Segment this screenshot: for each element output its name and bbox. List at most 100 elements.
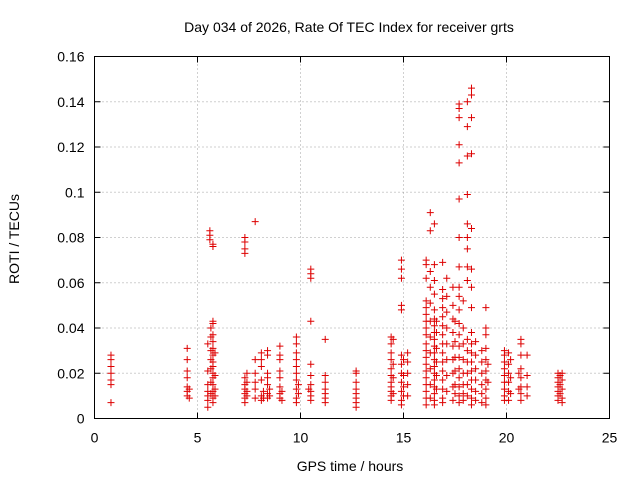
data-point (467, 358, 475, 366)
data-point (472, 365, 480, 373)
data-point (463, 220, 471, 228)
data-point (467, 385, 475, 393)
data-point (292, 399, 300, 407)
data-point (451, 317, 459, 325)
data-point (422, 347, 430, 355)
data-point (515, 385, 523, 393)
data-point (204, 340, 212, 348)
data-point (439, 313, 447, 321)
data-point (558, 376, 566, 384)
data-point (211, 349, 219, 357)
data-point (467, 84, 475, 92)
data-point (183, 374, 191, 382)
data-point (472, 396, 480, 404)
data-point (257, 362, 265, 370)
data-point (449, 301, 457, 309)
data-point (207, 324, 215, 332)
data-point (397, 351, 405, 359)
data-point (455, 342, 463, 350)
data-point (463, 263, 471, 271)
y-tick-label: 0.08 (57, 230, 84, 246)
data-point (439, 295, 447, 303)
data-point (443, 340, 451, 348)
data-point (387, 340, 395, 348)
data-point (292, 333, 300, 341)
x-tick-label: 25 (602, 430, 618, 446)
data-point (241, 374, 249, 382)
data-point (185, 394, 193, 402)
data-point (241, 238, 249, 246)
data-point (204, 403, 212, 411)
data-point (455, 114, 463, 122)
data-point (352, 369, 360, 377)
data-point (305, 385, 313, 393)
data-point (478, 369, 486, 377)
data-point (451, 338, 459, 346)
data-point (251, 356, 259, 364)
data-point (426, 333, 434, 341)
data-point (463, 152, 471, 160)
data-point (430, 306, 438, 314)
data-point (404, 381, 412, 389)
data-point (467, 265, 475, 273)
data-point (443, 356, 451, 364)
data-point (426, 283, 434, 291)
data-point (467, 91, 475, 99)
data-point (463, 98, 471, 106)
data-point (266, 392, 274, 400)
data-point (276, 383, 284, 391)
data-point (443, 308, 451, 316)
data-point (107, 399, 115, 407)
data-point (107, 362, 115, 370)
data-point (211, 385, 219, 393)
data-point (439, 385, 447, 393)
data-point (352, 403, 360, 411)
data-point (276, 367, 284, 375)
data-point (482, 304, 490, 312)
data-point (467, 401, 475, 409)
data-point (209, 243, 217, 251)
data-point (292, 349, 300, 357)
y-tick-label: 0.1 (65, 184, 85, 200)
data-point (449, 283, 457, 291)
data-point (292, 369, 300, 377)
data-point (426, 394, 434, 402)
data-point (209, 381, 217, 389)
data-point (455, 392, 463, 400)
data-point (463, 191, 471, 199)
data-point (404, 358, 412, 366)
data-point (278, 387, 286, 395)
data-point (294, 390, 302, 398)
data-point (505, 396, 513, 404)
data-point (463, 369, 471, 377)
data-point (321, 372, 329, 380)
y-axis-label: ROTI / TECUs (6, 194, 22, 284)
data-point (439, 331, 447, 339)
data-point (307, 372, 315, 380)
data-point (430, 276, 438, 284)
x-tick-label: 5 (194, 430, 202, 446)
data-point (259, 387, 267, 395)
data-point (505, 378, 513, 386)
data-point (467, 367, 475, 375)
data-point (276, 374, 284, 382)
data-point (107, 369, 115, 377)
data-point (472, 387, 480, 395)
data-point (455, 195, 463, 203)
data-point (397, 274, 405, 282)
data-point (459, 324, 467, 332)
data-point (463, 381, 471, 389)
data-point (251, 385, 259, 393)
data-point (426, 365, 434, 373)
data-point (307, 317, 315, 325)
data-point (467, 114, 475, 122)
data-point (455, 374, 463, 382)
data-point (505, 360, 513, 368)
data-point (251, 369, 259, 377)
data-point (107, 381, 115, 389)
data-points (107, 84, 566, 411)
data-point (439, 322, 447, 330)
data-point (107, 356, 115, 364)
x-axis-label: GPS time / hours (297, 458, 404, 474)
data-point (397, 265, 405, 273)
